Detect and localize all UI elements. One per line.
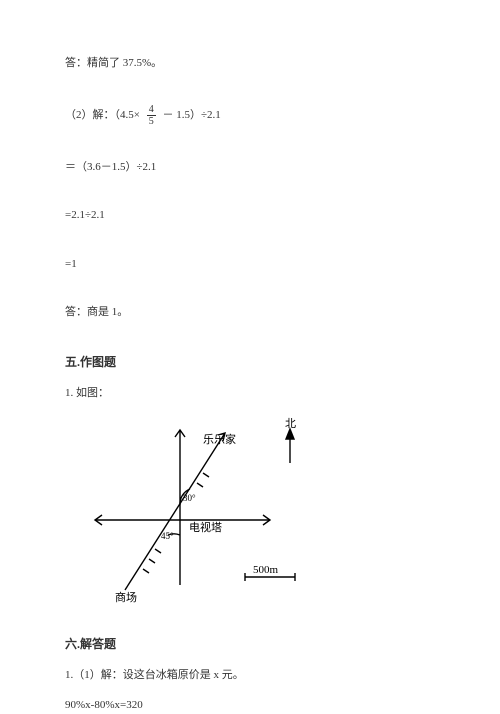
section-5-title: 五.作图题 xyxy=(65,353,435,371)
section-6-item1: 1.（1）解：设这台冰箱原价是 x 元。 xyxy=(65,667,435,684)
step2-line3: =2.1÷2.1 xyxy=(65,207,435,224)
label-tower: 电视塔 xyxy=(189,520,222,534)
step2-intro: （2）解：（4.5× xyxy=(65,109,140,121)
label-scale: 500m xyxy=(253,564,279,576)
figure-diagram: 乐乐家 北 电视塔 商场 500m 30° 45° xyxy=(85,415,435,611)
fraction-4-5: 4 5 xyxy=(147,104,156,127)
label-lele: 乐乐家 xyxy=(203,432,236,446)
section-5-item: 1. 如图： xyxy=(65,385,435,402)
label-mall: 商场 xyxy=(115,590,137,604)
label-45deg: 45° xyxy=(161,531,174,541)
step2-tail: － 1.5）÷2.1 xyxy=(162,109,220,121)
section-6-title: 六.解答题 xyxy=(65,635,435,653)
label-north: 北 xyxy=(285,417,296,430)
step2-line2: ＝（3.6－1.5）÷2.1 xyxy=(65,159,435,176)
step2-line4: =1 xyxy=(65,256,435,273)
fraction-numerator: 4 xyxy=(147,104,156,116)
answer-line-2: 答：商是 1。 xyxy=(65,304,435,321)
section-6-equation: 90%x-80%x=320 xyxy=(65,697,435,714)
step2-line1: （2）解：（4.5× 4 5 － 1.5）÷2.1 xyxy=(65,104,435,127)
label-30deg: 30° xyxy=(183,493,196,503)
answer-line-1: 答：精简了 37.5%。 xyxy=(65,55,435,72)
fraction-denominator: 5 xyxy=(147,116,156,127)
